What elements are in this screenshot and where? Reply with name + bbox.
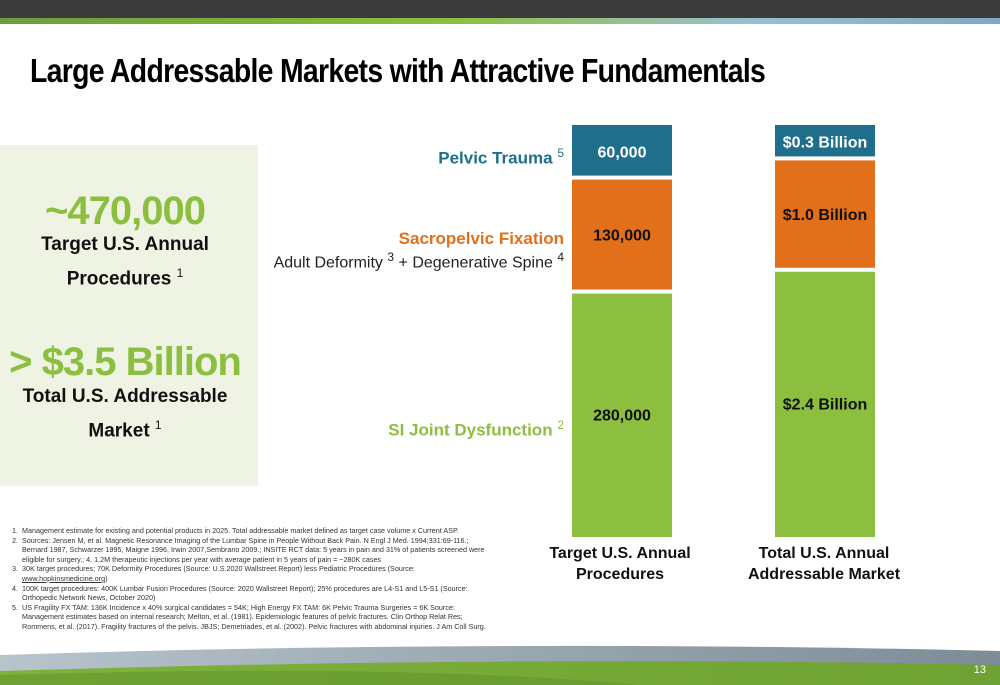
footnote-ref: 1 xyxy=(176,266,184,280)
footnote-ref: 3 xyxy=(387,250,395,264)
bar-value-label: 130,000 xyxy=(593,228,651,245)
footnote-text: 100K target procedures: 400K Lumbar Fusi… xyxy=(22,583,468,603)
footnote-link[interactable]: www.hopkinsmedicine.org xyxy=(22,573,106,583)
bar-value-label: $1.0 Billion xyxy=(783,207,867,224)
footnote-number: 1. xyxy=(12,526,18,535)
segment-label-si-joint: SI Joint Dysfunction 2 xyxy=(388,418,564,441)
top-header-bar xyxy=(0,0,1000,18)
bar-value-label: $2.4 Billion xyxy=(783,396,867,413)
footnote-text: Sources: Jensen M, et al. Magnetic Reson… xyxy=(22,535,485,564)
bar-value-label: 280,000 xyxy=(593,407,651,424)
footnote-ref: 1 xyxy=(154,418,162,432)
segment-label-text: SI Joint Dysfunction xyxy=(388,420,553,440)
footnote-item: 3. 30K target procedures; 70K Deformity P… xyxy=(12,564,492,583)
segment-sublabel-part2: + Degenerative Spine xyxy=(398,254,553,272)
footnote-ref: 4 xyxy=(557,250,564,264)
footnote-number: 2. xyxy=(12,535,18,545)
x-category-line: Total U.S. Annual xyxy=(758,545,890,562)
segment-label-pelvic-trauma: Pelvic Trauma 5 xyxy=(438,146,564,169)
footnote-number: 4. xyxy=(12,583,18,593)
top-accent-stripe xyxy=(0,18,1000,24)
market-total-label: Total U.S. Addressable Market 1 xyxy=(0,382,250,445)
bar-segment-si-joint xyxy=(775,271,875,537)
footnote-number: 5. xyxy=(12,602,18,612)
segment-sublabel-sacropelvic: Adult Deformity 3 + Degenerative Spine 4 xyxy=(274,250,564,272)
footnote-text: US Fragility FX TAM: 136K Incidence x 40… xyxy=(22,602,486,631)
procedures-label-text: Procedures xyxy=(66,268,172,290)
footnote-item: 4. 100K target procedures: 400K Lumbar Fu… xyxy=(12,584,492,603)
footnote-ref: 5 xyxy=(557,146,564,160)
bar-segment-si-joint xyxy=(572,293,672,537)
bar-segment-sacropelvic xyxy=(572,179,672,290)
footnotes: 1. Management estimate for existing and p… xyxy=(12,526,492,632)
segment-label-text: Pelvic Trauma xyxy=(438,148,553,168)
procedures-label-line1: Target U.S. Annual xyxy=(41,234,209,255)
bar-segment-pelvic-trauma xyxy=(572,125,672,176)
x-category-label-procedures: Target U.S. Annual Procedures xyxy=(520,543,720,585)
procedures-total-value: ~470,000 xyxy=(45,189,206,233)
bar-segment-pelvic-trauma xyxy=(775,125,875,157)
bar-segment-sacropelvic xyxy=(775,160,875,268)
footnote-text: Management estimate for existing and pot… xyxy=(22,526,459,535)
bar-value-label: 60,000 xyxy=(598,144,647,161)
market-label-line1: Total U.S. Addressable xyxy=(22,386,228,407)
bar-value-label: $0.3 Billion xyxy=(783,135,867,152)
procedures-total-label: Target U.S. Annual Procedures 1 xyxy=(0,230,250,293)
footnote-ref: 2 xyxy=(557,418,564,432)
footnote-text: ) xyxy=(105,573,108,583)
procedures-label-line2: Procedures 1 xyxy=(0,259,250,293)
slide-title: Large Addressable Markets with Attractiv… xyxy=(30,52,766,89)
market-label-line2: Market 1 xyxy=(0,411,250,445)
x-category-line: Procedures xyxy=(575,566,665,583)
bottom-decorative-band xyxy=(0,645,1000,685)
segment-sublabel-part1: Adult Deformity xyxy=(273,254,383,272)
footnote-item: 5. US Fragility FX TAM: 136K Incidence x … xyxy=(12,603,492,632)
footnote-text: 30K target procedures; 70K Deformity Pro… xyxy=(22,564,415,574)
footnote-item: 1. Management estimate for existing and p… xyxy=(12,526,492,536)
stats-panel: ~470,000 Target U.S. Annual Procedures 1… xyxy=(0,145,258,486)
x-category-line: Target U.S. Annual xyxy=(549,545,691,562)
market-label-text: Market xyxy=(88,420,150,442)
footnote-number: 3. xyxy=(12,564,18,574)
page-number: 13 xyxy=(973,664,986,676)
x-category-label-market: Total U.S. Annual Addressable Market xyxy=(724,543,924,585)
market-total-value: > $3.5 Billion xyxy=(9,340,242,384)
footnote-item: 2. Sources: Jensen M, et al. Magnetic Res… xyxy=(12,536,492,565)
segment-label-sacropelvic: Sacropelvic Fixation xyxy=(398,229,564,248)
x-category-line: Addressable Market xyxy=(747,566,901,583)
